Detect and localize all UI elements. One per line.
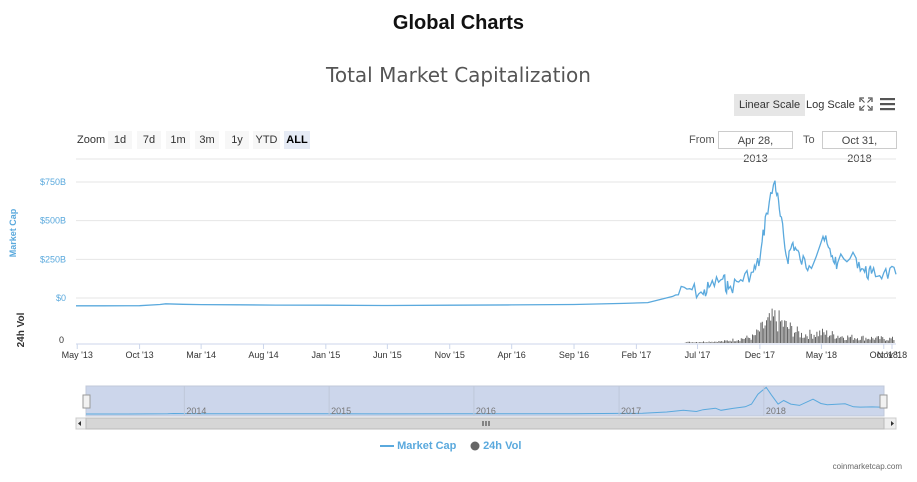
to-label: To bbox=[803, 134, 815, 146]
navigator-selected-range[interactable] bbox=[85, 385, 885, 417]
linear-scale-button[interactable]: Linear Scale bbox=[734, 94, 806, 116]
navigator-year-labels: 2014 2015 2016 2017 2018 bbox=[183, 386, 786, 416]
log-scale-button[interactable]: Log Scale bbox=[806, 99, 855, 111]
x-tick-label: May '13 bbox=[62, 350, 93, 360]
x-tick-label: Oct '13 bbox=[125, 350, 153, 360]
x-tick-label: May '18 bbox=[806, 350, 837, 360]
zoom-3m-button[interactable]: 3m bbox=[195, 131, 219, 149]
grid-lines bbox=[76, 158, 896, 345]
expand-icon[interactable] bbox=[859, 97, 873, 111]
zoom-all-button[interactable]: ALL bbox=[284, 131, 310, 149]
volume-bars bbox=[684, 308, 895, 343]
y-tick-label: $0 bbox=[56, 293, 66, 303]
x-tick-label: Jan '15 bbox=[311, 350, 340, 360]
x-tick-label: Oct '18 bbox=[870, 350, 898, 360]
navigator-year-label: 2015 bbox=[331, 406, 351, 416]
page-title: Global Charts bbox=[392, 12, 525, 34]
navigator-year-label: 2016 bbox=[476, 406, 496, 416]
legend-market-cap-label: Market Cap bbox=[397, 440, 457, 452]
scroll-left-arrow-icon[interactable] bbox=[78, 421, 81, 426]
zoom-7d-button[interactable]: 7d bbox=[137, 131, 161, 149]
credit-link[interactable]: coinmarketcap.com bbox=[832, 462, 902, 471]
from-date-input[interactable]: Apr 28, 2013 bbox=[718, 131, 793, 165]
x-tick-label: Dec '17 bbox=[745, 350, 775, 360]
volume-bar-group bbox=[684, 308, 895, 343]
scroll-right-arrow-icon[interactable] bbox=[891, 421, 894, 426]
x-tick-label: Nov '15 bbox=[435, 350, 465, 360]
x-tick-label: Nov '18 bbox=[877, 350, 907, 360]
x-tick-label: Sep '16 bbox=[559, 350, 589, 360]
scrollbar-thumb[interactable] bbox=[85, 417, 885, 430]
y-tick-label: $250B bbox=[40, 254, 66, 264]
x-axis-ticks: May '13 Oct '13 Mar '14 Aug '14 Jan '15 Jun '… bbox=[62, 344, 907, 360]
zoom-ytd-button[interactable]: YTD bbox=[253, 131, 280, 149]
scrollbar-grip-icon bbox=[482, 421, 490, 426]
y-tick-label: $500B bbox=[40, 216, 66, 226]
navigator-year-label: 2014 bbox=[186, 406, 206, 416]
navigator-year-label: 2018 bbox=[766, 406, 786, 416]
zoom-1d-button[interactable]: 1d bbox=[108, 131, 132, 149]
chart-title: Total Market Capitalization bbox=[326, 63, 591, 87]
hamburger-menu-icon[interactable] bbox=[880, 97, 895, 111]
zoom-1y-button[interactable]: 1y bbox=[225, 131, 249, 149]
navigator-series-line bbox=[86, 386, 885, 415]
navigator-year-label: 2017 bbox=[621, 406, 641, 416]
y-axis-ticks: $0 $250B $500B $750B 0 bbox=[40, 177, 66, 345]
legend-market-cap[interactable]: Market Cap bbox=[380, 440, 456, 456]
y-tick-label: $750B bbox=[40, 177, 66, 187]
x-tick-label: Jun '15 bbox=[373, 350, 402, 360]
from-label: From bbox=[689, 134, 715, 146]
navigator-left-handle[interactable] bbox=[82, 394, 91, 409]
zoom-label: Zoom bbox=[77, 134, 106, 146]
x-tick-label: Mar '14 bbox=[186, 350, 216, 360]
zoom-1m-button[interactable]: 1m bbox=[166, 131, 190, 149]
x-tick-label: Feb '17 bbox=[622, 350, 652, 360]
x-tick-label: Jul '17 bbox=[685, 350, 711, 360]
y-axis-label: Market Cap bbox=[8, 208, 18, 257]
scrollbar[interactable] bbox=[75, 417, 897, 430]
volume-tick-label: 0 bbox=[59, 335, 64, 345]
x-tick-label: Aug '14 bbox=[248, 350, 278, 360]
volume-axis-label: 24h Vol bbox=[16, 312, 27, 347]
x-tick-label: Apr '16 bbox=[498, 350, 526, 360]
legend-volume[interactable]: 24h Vol bbox=[470, 440, 521, 456]
navigator[interactable]: 2014 2015 2016 2017 2018 bbox=[82, 385, 888, 417]
market-cap-series-line bbox=[76, 180, 897, 307]
legend-volume-label: 24h Vol bbox=[483, 440, 522, 452]
navigator-right-handle[interactable] bbox=[879, 394, 888, 409]
